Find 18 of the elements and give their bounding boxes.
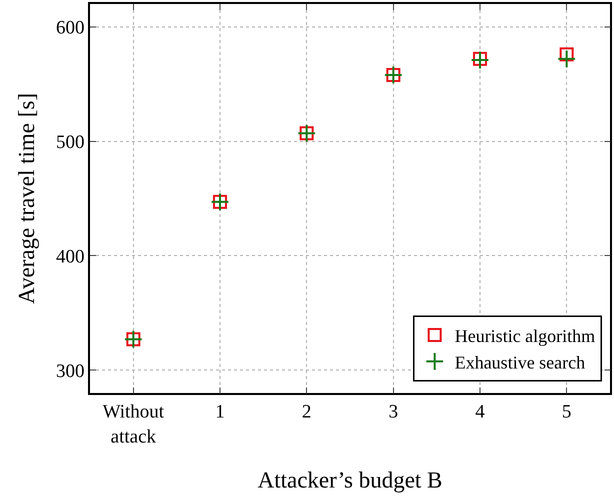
- point: [473, 52, 487, 66]
- point: [557, 50, 576, 68]
- x-tick-label: 5: [562, 402, 572, 423]
- legend-label: Heuristic algorithm: [454, 326, 596, 346]
- y-tick-label: 400: [56, 246, 84, 268]
- y-tick-label: 300: [56, 360, 84, 382]
- x-tick-label: 3: [388, 402, 398, 423]
- x-tick-label: 1: [215, 402, 225, 423]
- point: [470, 50, 490, 70]
- x-tick-label: 4: [475, 402, 486, 423]
- x-tick-label: Without attack: [102, 402, 165, 448]
- y-axis-title: Average travel time [s]: [14, 93, 39, 304]
- x-axis-title: Attacker’s budget B: [258, 467, 442, 492]
- y-tick-label: 500: [56, 132, 84, 153]
- legend-label: Exhaustive search: [454, 352, 586, 372]
- y-tick-label: 600: [56, 18, 84, 39]
- x-tick-label: 2: [302, 402, 312, 423]
- point: [560, 47, 574, 62]
